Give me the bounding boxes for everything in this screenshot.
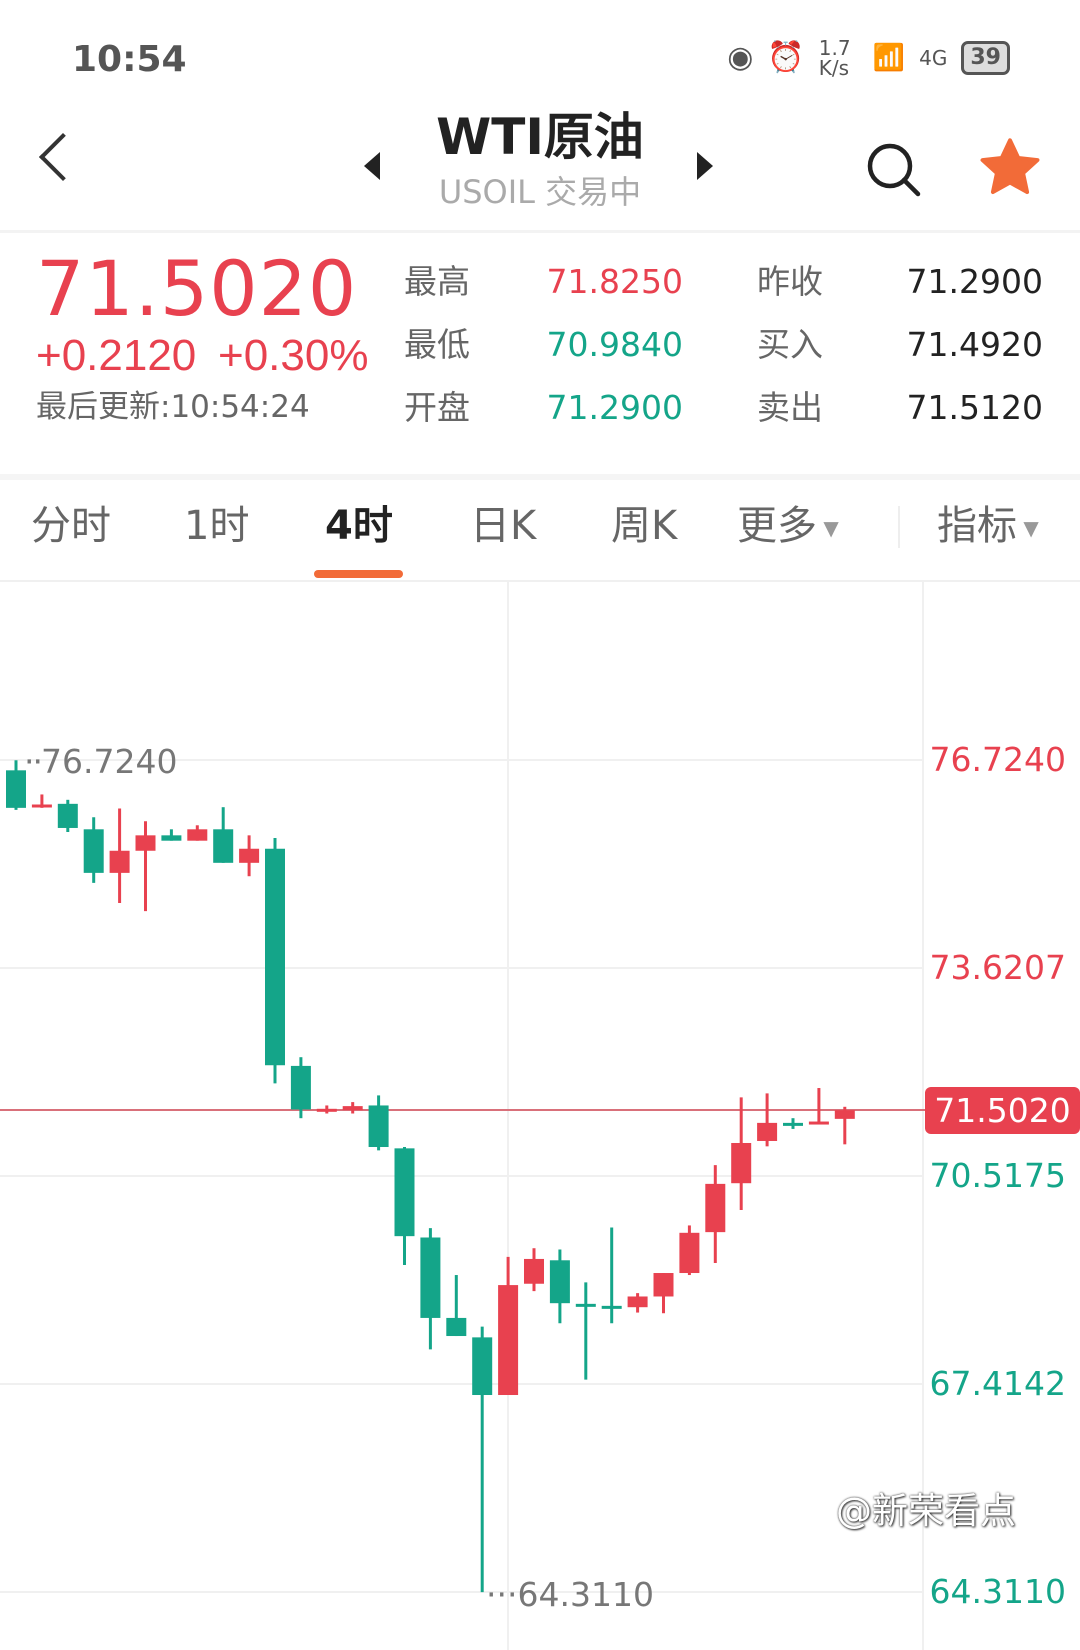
tab-label: 4时	[325, 503, 393, 549]
candle-body	[549, 1260, 570, 1304]
y-axis-label: 70.5175	[929, 1156, 1066, 1195]
candle-body	[705, 1183, 726, 1233]
candle-body	[6, 770, 26, 808]
candle-body	[627, 1296, 648, 1308]
header-divider	[0, 230, 1080, 233]
candle-body	[731, 1142, 752, 1184]
active-tab-indicator	[314, 570, 403, 578]
tab-label: 周K	[611, 503, 678, 549]
candle-body	[394, 1148, 415, 1237]
favorite-star-icon[interactable]	[978, 136, 1042, 202]
candle-body	[601, 1305, 622, 1309]
quote-value: 71.4920	[906, 325, 1043, 364]
quote-value: 71.8250	[546, 262, 683, 301]
quote-label: 买入	[757, 325, 823, 364]
tab-5[interactable]: 更多 ▼	[737, 502, 839, 552]
last-update: 最后更新:10:54:24	[36, 389, 310, 425]
quote-label: 开盘	[404, 388, 470, 427]
next-instrument-button[interactable]	[697, 152, 713, 180]
tabs-divider	[0, 580, 1080, 582]
y-axis-label: 76.7240	[929, 740, 1066, 779]
tab-1[interactable]: 1时	[184, 502, 249, 550]
quote-value: 71.2900	[906, 262, 1043, 301]
candle-body	[679, 1232, 700, 1274]
candle-body	[342, 1106, 363, 1111]
candle-body	[368, 1105, 389, 1148]
quote-label: 卖出	[757, 388, 823, 427]
candle-body	[472, 1337, 493, 1396]
current-price: 71.5020	[36, 244, 358, 333]
y-axis-label: 73.6207	[929, 948, 1066, 987]
caret-down-icon: ▼	[817, 516, 839, 540]
candle-body	[57, 803, 78, 828]
candle-body	[290, 1065, 311, 1110]
y-axis-label: 67.4142	[929, 1364, 1066, 1403]
candle-body	[808, 1121, 829, 1125]
max-price-marker: ··76.7240	[24, 742, 178, 781]
indicator-label: 指标	[937, 503, 1017, 549]
candle-body	[653, 1273, 674, 1297]
quote-label: 最低	[404, 325, 470, 364]
tab-3[interactable]: 日K	[470, 502, 536, 550]
candle-body	[783, 1122, 803, 1126]
tab-label: 分时	[31, 503, 111, 549]
price-change-percent: +0.30%	[218, 331, 369, 380]
status-time: 10:54	[72, 39, 187, 80]
alarm-icon: ⏰	[767, 40, 805, 75]
candlestick-chart[interactable]	[0, 582, 1080, 1650]
candle-body	[265, 848, 285, 1066]
section-divider	[0, 474, 1080, 480]
watermark: @新荣看点	[835, 1491, 1016, 1532]
candle-body	[213, 829, 234, 863]
candle-body	[161, 835, 182, 841]
tab-2[interactable]: 4时	[325, 502, 393, 550]
y-axis-label: 64.3110	[929, 1572, 1066, 1611]
battery-indicator: 39	[961, 41, 1010, 75]
tab-label: 日K	[470, 503, 537, 549]
candle-body	[109, 850, 130, 873]
net-speed: 1.7 K/s	[818, 36, 851, 80]
price-change: +0.2120	[36, 331, 197, 380]
eye-icon: ◉	[727, 40, 754, 75]
candle-body	[575, 1303, 596, 1307]
candle-body	[316, 1108, 337, 1112]
candle-body	[834, 1110, 855, 1119]
candle-body	[135, 835, 156, 851]
tab-4[interactable]: 周K	[611, 502, 677, 550]
candle-body	[420, 1237, 441, 1318]
prev-instrument-button[interactable]	[364, 152, 380, 180]
last-price-tag: 71.5020	[925, 1087, 1080, 1134]
tab-0[interactable]: 分时	[31, 502, 111, 550]
status-icons: ◉ ⏰ 1.7 K/s 📶 4G 39	[727, 38, 1010, 78]
candle-body	[498, 1285, 519, 1396]
min-price-marker: ···64.3110	[486, 1575, 654, 1614]
tab-label: 更多	[737, 503, 817, 549]
candle-body	[83, 829, 104, 873]
quote-value: 71.2900	[546, 388, 683, 427]
quote-value: 70.9840	[546, 325, 683, 364]
candle-body	[239, 848, 260, 863]
quote-value: 71.5120	[906, 388, 1043, 427]
candle-body	[187, 829, 208, 841]
caret-down-icon: ▼	[1017, 516, 1039, 540]
tabs-separator	[898, 506, 900, 548]
tab-label: 1时	[184, 503, 250, 549]
wifi-icon: 📶	[872, 43, 906, 73]
page-title: WTI原油	[436, 108, 644, 166]
max-price-value: 76.7240	[40, 742, 178, 781]
signal-label: 4G	[919, 46, 948, 70]
quote-label: 昨收	[757, 262, 823, 301]
candle-body	[446, 1317, 467, 1337]
candle-body	[31, 804, 52, 808]
page-subtitle: USOIL 交易中	[438, 173, 642, 211]
candle-body	[524, 1258, 544, 1284]
min-price-value: 64.3110	[517, 1575, 654, 1614]
indicator-dropdown[interactable]: 指标 ▼	[937, 502, 1039, 552]
quote-label: 最高	[404, 262, 470, 301]
search-icon[interactable]	[866, 142, 924, 204]
candle-body	[757, 1122, 778, 1141]
